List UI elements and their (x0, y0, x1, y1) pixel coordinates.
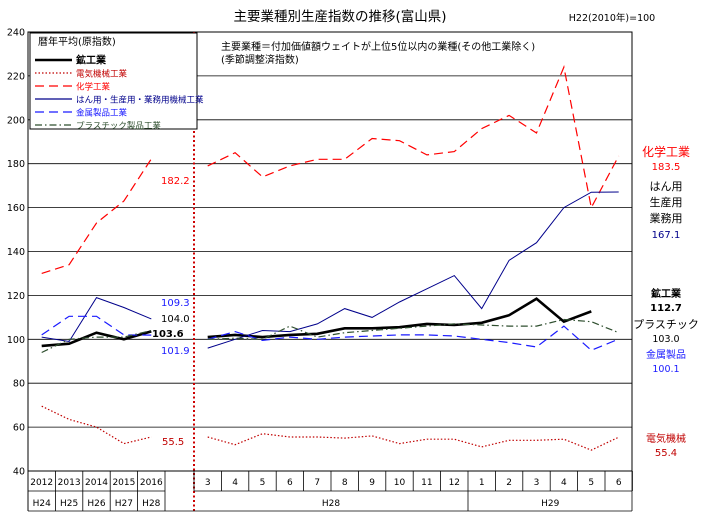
x-month-label: 7 (314, 478, 320, 488)
right-series-name-plastic: プラスチック (633, 318, 699, 331)
legend-label-4: 金属製品工業 (76, 108, 128, 119)
x-month-label: 5 (588, 478, 594, 488)
right-value-machinery: 167.1 (652, 230, 681, 241)
right-series-name-machinery: 業務用 (650, 211, 683, 225)
x-era-label: H28 (322, 499, 340, 509)
right-value-chemical: 183.5 (652, 162, 681, 173)
x-month-label: 6 (287, 478, 293, 488)
y-tick-label: 200 (7, 115, 25, 126)
legend: 暦年平均(原指数) 鉱工業電気機械工業化学工業はん用・生産用・業務用機械工業金属… (29, 32, 204, 132)
series-monthly-line-4 (207, 325, 619, 351)
annual-value-label: 182.2 (161, 176, 190, 187)
x-month-label: 11 (421, 478, 432, 488)
right-value-electric: 55.4 (655, 448, 677, 459)
annual-value-label: 104.0 (161, 314, 190, 325)
x-year-label: 2016 (140, 478, 163, 488)
series-monthly-line-1 (207, 433, 619, 451)
annual-value-label: 109.3 (161, 298, 190, 309)
series-monthly-line-3 (207, 191, 619, 349)
series-annual-line-4 (41, 315, 152, 336)
x-year-label: 2013 (58, 478, 81, 488)
legend-title: 暦年平均(原指数) (38, 35, 116, 48)
x-era-label: H29 (541, 499, 559, 509)
series-monthly-line-2 (207, 65, 620, 210)
x-month-label: 2 (506, 478, 512, 488)
y-tick-label: 120 (7, 291, 25, 302)
right-series-name-machinery: はん用 (650, 180, 683, 193)
x-era-label: H26 (87, 499, 105, 509)
series-monthly-line-5 (207, 318, 619, 340)
axes: 40 60 80 100 120 140 160 180 200 220 240 2012 H24 201… (7, 28, 633, 512)
x-year-label: 2015 (112, 478, 135, 488)
x-month-label: 6 (616, 478, 622, 488)
base-year-note: H22(2010年)=100 (569, 12, 655, 24)
note-box: 主要業種＝付加価値額ウェイトが上位5位以内の業種(その他工業除く) (季節調整済… (221, 40, 535, 66)
legend-label-2: 化学工業 (76, 82, 111, 93)
series-annual-line-2 (41, 158, 152, 274)
y-tick-label: 220 (7, 71, 25, 82)
y-tick-label: 160 (7, 203, 25, 214)
legend-frame (29, 32, 198, 130)
x-era-label: H27 (115, 499, 133, 509)
x-month-label: 3 (205, 478, 211, 488)
x-month-label: 8 (342, 478, 348, 488)
legend-label-0: 鉱工業 (76, 54, 107, 67)
y-tick-label: 140 (7, 247, 25, 258)
x-era-label: H28 (142, 499, 160, 509)
right-value-metal: 100.1 (652, 364, 679, 375)
x-month-label: 9 (369, 478, 375, 488)
x-month-label: 1 (479, 478, 485, 488)
plot-frame (27, 31, 633, 472)
right-value-plastic: 103.0 (652, 334, 679, 345)
right-series-name-electric: 電気機械 (646, 432, 686, 445)
chart-title: 主要業種別生産指数の推移(富山県) (233, 8, 446, 25)
right-series-name-chemical: 化学工業 (642, 144, 690, 159)
series-annual-line-1 (41, 405, 152, 445)
data-labels: 103.6 55.5 182.2 109.3 101.9 104.0 化学工業 183.5 はん… (152, 144, 699, 459)
x-month-label: 12 (449, 478, 460, 488)
x-month-label: 10 (394, 478, 406, 488)
y-tick-label: 180 (7, 159, 25, 170)
x-year-label: 2014 (85, 478, 108, 488)
note-line-2: (季節調整済指数) (221, 53, 299, 66)
right-series-name-metal: 金属製品 (646, 348, 686, 361)
legend-label-5: プラスチック製品工業 (76, 121, 161, 132)
x-month-label: 3 (534, 478, 540, 488)
series-monthly-line-0 (207, 297, 592, 339)
x-month-label: 4 (232, 478, 238, 488)
series-annual-line-0 (41, 330, 152, 348)
legend-label-1: 電気機械工業 (76, 69, 128, 80)
annual-value-label: 101.9 (161, 346, 190, 357)
y-tick-label: 40 (13, 467, 25, 478)
series-annual-line-3 (41, 296, 152, 343)
series-lines (41, 65, 620, 451)
x-month-label: 5 (260, 478, 266, 488)
note-line-1: 主要業種＝付加価値額ウェイトが上位5位以内の業種(その他工業除く) (221, 40, 535, 53)
legend-label-3: はん用・生産用・業務用機械工業 (76, 95, 204, 106)
x-year-label: 2012 (30, 478, 53, 488)
x-month-label: 4 (561, 478, 567, 488)
right-series-name-machinery: 生産用 (650, 195, 683, 209)
right-series-name-mining: 鉱工業 (651, 287, 682, 300)
x-era-label: H25 (60, 499, 78, 509)
y-tick-label: 80 (13, 379, 25, 390)
x-era-label: H24 (33, 499, 51, 509)
series-annual-line-5 (41, 329, 152, 354)
y-tick-label: 60 (13, 423, 25, 434)
y-tick-label: 240 (7, 28, 25, 39)
right-value-mining: 112.7 (650, 303, 682, 314)
annual-value-label: 55.5 (162, 437, 184, 448)
y-tick-label: 100 (7, 335, 25, 346)
annual-value-label: 103.6 (152, 329, 184, 340)
